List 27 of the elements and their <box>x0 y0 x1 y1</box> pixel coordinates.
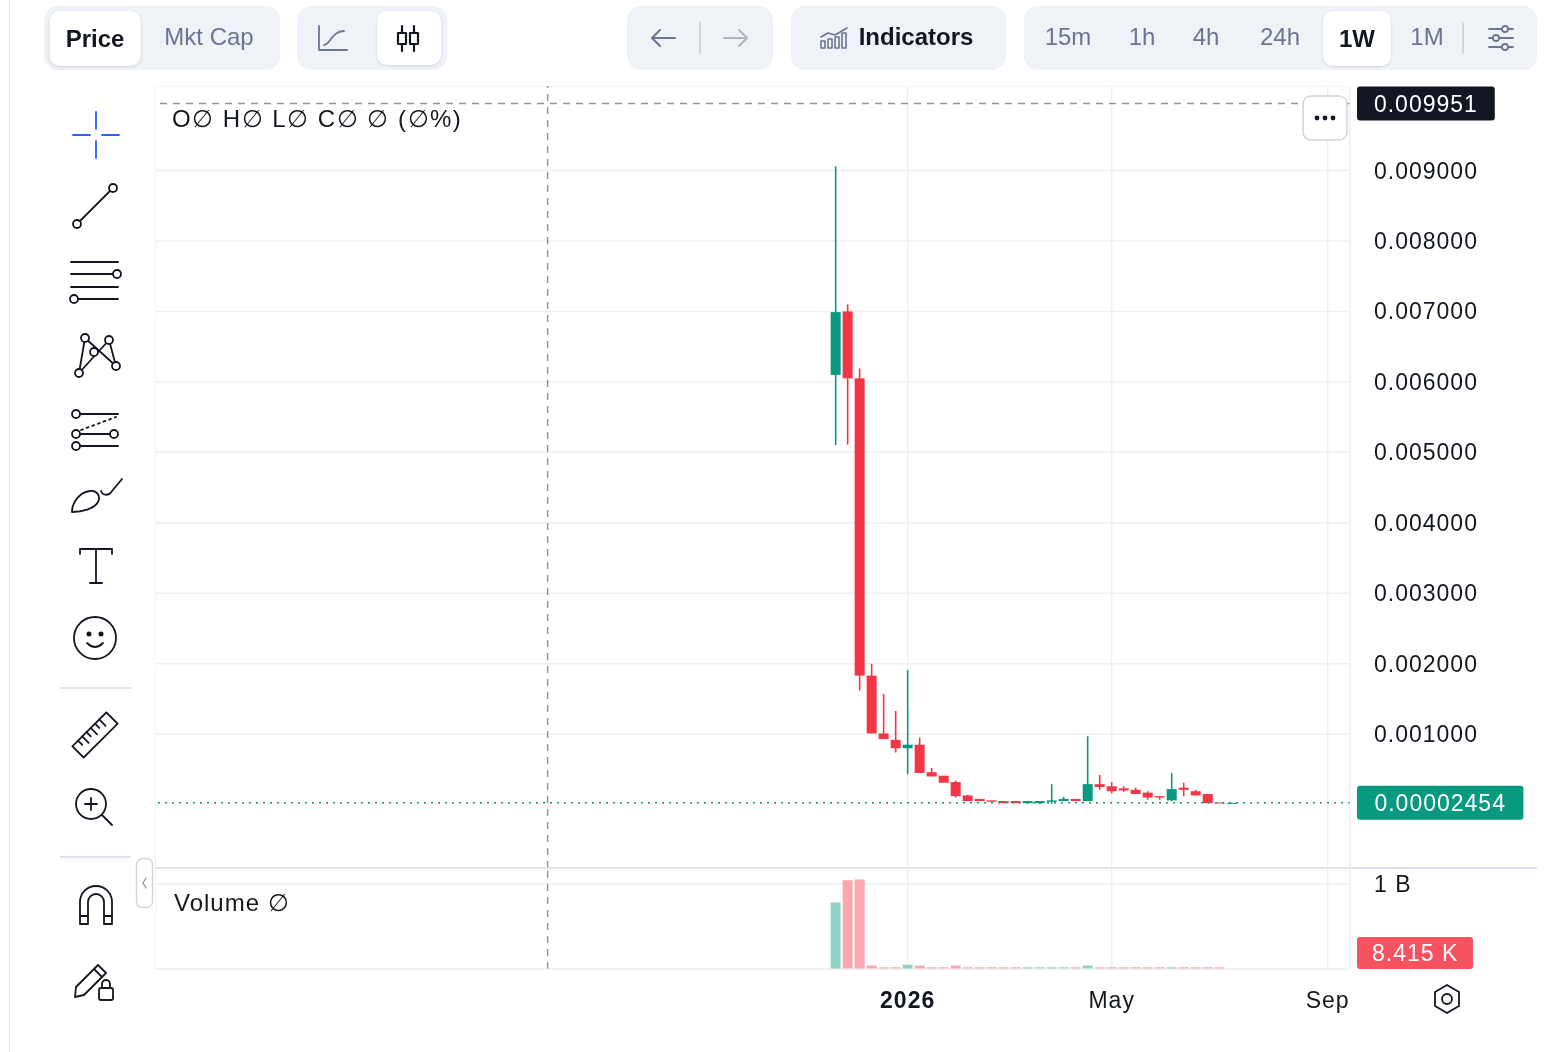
y-tick-label: 0.002000 <box>1374 650 1478 677</box>
text: Mkt Cap <box>164 22 254 50</box>
annotation: O∅ H∅ L∅ C∅ ∅ (∅%) <box>172 105 463 133</box>
text: 15m <box>1044 22 1092 50</box>
y-tick-label: 0.008000 <box>1374 227 1478 254</box>
x-tick-label: Sep <box>1305 987 1350 1013</box>
y-tick-label: 0.009000 <box>1374 157 1478 184</box>
annotation: Volume ∅ <box>174 889 290 917</box>
text: Indicators <box>858 22 974 50</box>
y-tick-label: 0.001000 <box>1374 721 1478 748</box>
y-tick-label: 0.006000 <box>1374 368 1478 395</box>
x-tick-label: 2026 <box>880 987 936 1013</box>
button: 1W <box>1323 11 1391 66</box>
y-tick-label: 1 B <box>1374 870 1412 897</box>
y-tick-label: 0.003000 <box>1374 580 1478 607</box>
y-tick-label: 0.004000 <box>1374 509 1478 536</box>
text: 1h <box>1128 22 1156 50</box>
ref-line-label: 0.009951 <box>1373 90 1478 117</box>
ref-line-label: 0.00002454 <box>1374 789 1506 816</box>
text: 4h <box>1192 22 1220 50</box>
text: 24h <box>1259 22 1301 50</box>
x-tick-label: May <box>1088 987 1135 1013</box>
button: Price <box>49 11 141 66</box>
text: 8.415 K <box>1372 940 1459 966</box>
y-tick-label: 0.005000 <box>1374 439 1478 466</box>
text: 1M <box>1410 22 1444 50</box>
y-tick-label: 0.007000 <box>1374 298 1478 325</box>
